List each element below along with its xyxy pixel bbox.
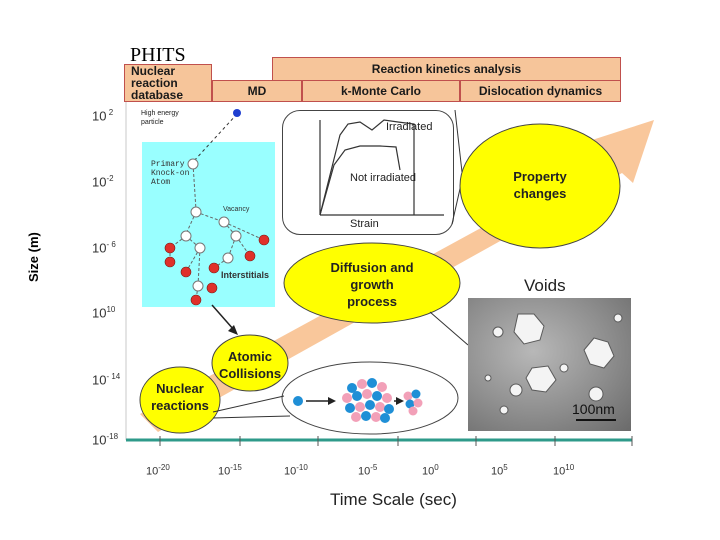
voids-image bbox=[484, 313, 623, 421]
voids-micrograph: 100nm bbox=[468, 298, 631, 431]
property-changes-ellipse bbox=[459, 123, 621, 249]
x-tick-6: 105 bbox=[491, 463, 508, 478]
diffusion-growth-label: Diffusion and growth process bbox=[330, 260, 414, 309]
vacancy-label: Vacancy bbox=[223, 206, 250, 213]
strain-label: Strain bbox=[350, 218, 379, 230]
bar-reaction-kinetics: Reaction kinetics analysis bbox=[272, 57, 621, 81]
phits-title: PHITS bbox=[130, 44, 186, 66]
x-tick-2: 10-15 bbox=[218, 463, 242, 478]
x-tick-1: 10-20 bbox=[146, 463, 170, 478]
x-axis-label: Time Scale (sec) bbox=[330, 490, 457, 509]
y-tick-3: 10- 6 bbox=[92, 240, 116, 256]
y-tick-5: 10- 14 bbox=[92, 372, 121, 388]
nuclear-reactions-ellipse bbox=[139, 366, 221, 434]
atomic-collisions-ellipse bbox=[211, 334, 289, 392]
nuclear-reactions-label: Nuclear reactions bbox=[151, 381, 209, 413]
x-tick-5: 100 bbox=[422, 463, 439, 478]
large-nucleus-icon bbox=[342, 378, 394, 423]
irradiated-curve bbox=[319, 119, 415, 216]
small-nucleus-icon bbox=[403, 389, 423, 416]
stress-strain-panel bbox=[282, 110, 454, 235]
irradiated-label: Irradiated bbox=[386, 121, 433, 133]
bar-dislocation-dynamics: Dislocation dynamics bbox=[460, 80, 621, 102]
property-changes-label: Property changes bbox=[513, 169, 567, 201]
diffusion-growth-ellipse bbox=[283, 242, 461, 324]
not-irradiated-curve bbox=[319, 145, 401, 216]
pka-label: Primary Knock-on Atom bbox=[151, 160, 190, 187]
x-tick-7: 1010 bbox=[553, 463, 575, 478]
x-tick-4: 10-5 bbox=[358, 463, 378, 478]
y-tick-2: 10-2 bbox=[92, 174, 114, 190]
scale-bar-label: 100nm bbox=[572, 401, 615, 417]
not-irradiated-label: Not irradiated bbox=[350, 172, 417, 184]
high-energy-particle-icon bbox=[233, 109, 241, 117]
x-tick-3: 10-10 bbox=[284, 463, 308, 478]
cascade-panel bbox=[142, 142, 275, 307]
voids-label: Voids bbox=[524, 276, 566, 295]
y-tick-4: 1010 bbox=[92, 305, 116, 321]
interstitials-label: Interstitials bbox=[221, 270, 270, 280]
high-energy-label: High energy particle bbox=[141, 110, 179, 126]
y-tick-6: 10-18 bbox=[92, 432, 119, 448]
y-tick-1: 10 2 bbox=[92, 108, 114, 124]
neutron-icon bbox=[293, 396, 303, 406]
bar-nuclear-reaction-database: Nuclear reaction database bbox=[124, 64, 212, 102]
bar-k-monte-carlo: k-Monte Carlo bbox=[302, 80, 460, 102]
atomic-collisions-label: Atomic Collisions bbox=[218, 349, 282, 381]
bar-md: MD bbox=[212, 80, 302, 102]
